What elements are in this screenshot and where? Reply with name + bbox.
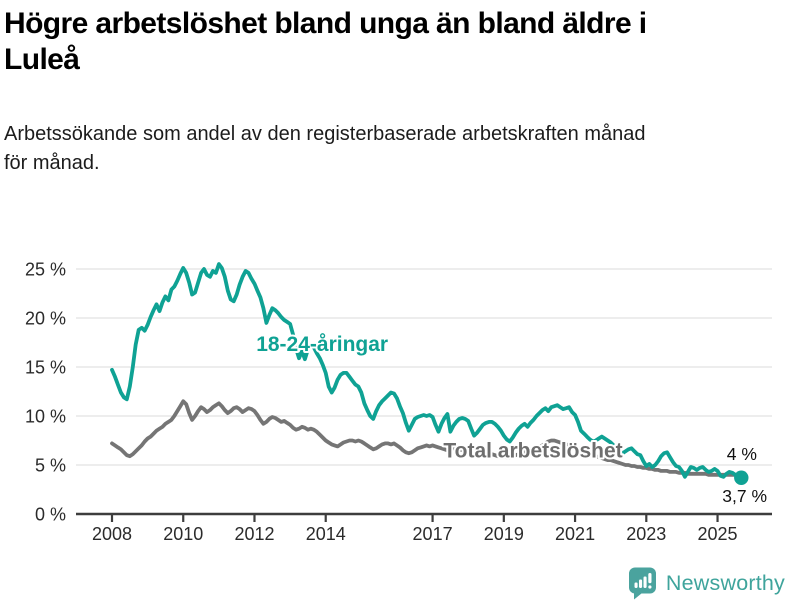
x-axis-label: 2021 xyxy=(555,524,595,544)
line-chart: 0 % 5 % 10 % 15 % 20 % 25 % 2008 2010 2012 2014 20… xyxy=(25,260,772,544)
series-label-total: Total arbetslöshet xyxy=(443,439,622,462)
y-axis-label: 15 % xyxy=(25,358,66,378)
chart-title: Högre arbetslöshet bland unga än bland ä… xyxy=(4,7,647,76)
y-axis-label: 0 % xyxy=(35,505,66,525)
y-axis-label: 25 % xyxy=(25,260,66,280)
x-axis-label: 2012 xyxy=(234,524,274,544)
chart-subtitle: Arbetssökande som andel av den registerb… xyxy=(4,123,646,174)
x-axis-label: 2023 xyxy=(626,524,666,544)
x-axis-label: 2019 xyxy=(484,524,524,544)
series-end-dot-youth xyxy=(734,470,749,485)
series-label-youth: 18-24-åringar xyxy=(256,333,388,356)
series-line-youth xyxy=(110,262,744,480)
y-axis-label: 10 % xyxy=(25,407,66,427)
x-axis-label: 2025 xyxy=(698,524,738,544)
newsworthy-logo: Newsworthy xyxy=(628,567,785,600)
series-end-label-total: 4 % xyxy=(727,444,757,464)
x-axis-label: 2010 xyxy=(163,524,203,544)
x-axis-label: 2014 xyxy=(306,524,346,544)
newsworthy-bubble-chart-icon xyxy=(628,567,656,600)
newsworthy-wordmark: Newsworthy xyxy=(665,571,785,595)
x-axis-label: 2008 xyxy=(92,524,132,544)
series-line-total xyxy=(110,399,744,477)
y-axis-label: 5 % xyxy=(35,456,66,476)
x-axis-label: 2017 xyxy=(413,524,453,544)
series-end-label-youth: 3,7 % xyxy=(722,486,767,506)
y-axis-label: 20 % xyxy=(25,309,66,329)
